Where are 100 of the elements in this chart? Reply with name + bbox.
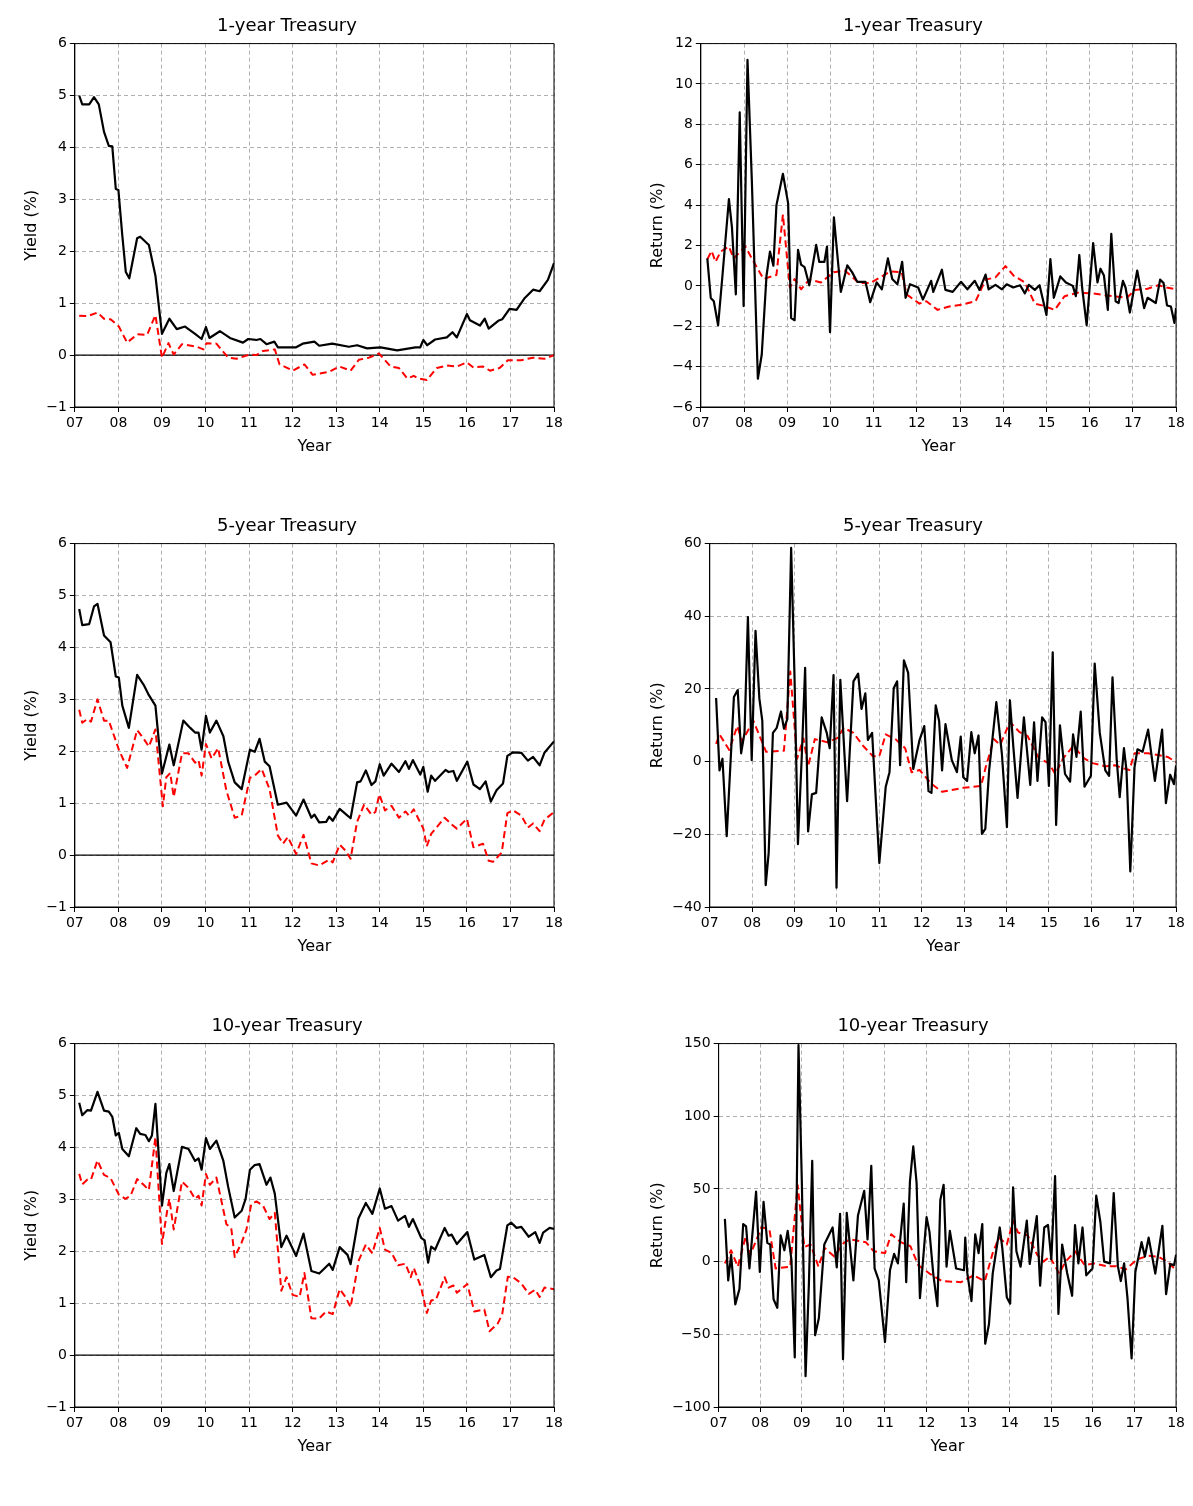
chart-title: 10-year Treasury (837, 1014, 989, 1036)
y-tick-label: 4 (683, 195, 693, 212)
chart-title: 1-year Treasury (843, 14, 984, 36)
y-tick-label: 1 (57, 1293, 67, 1310)
x-tick-label: 16 (457, 1414, 476, 1431)
x-tick-label: 09 (792, 1414, 811, 1431)
y-tick-label: 0 (57, 845, 67, 862)
y-tick-label: 8 (683, 115, 693, 131)
y-tick-label: 5 (57, 86, 67, 103)
y-tick-label: 0 (57, 345, 67, 362)
y-tick-label: 12 (675, 34, 693, 51)
y-tick-label: 4 (57, 1138, 67, 1155)
x-tick-label: 18 (545, 1414, 563, 1431)
y-axis-title: Yield (%) (20, 689, 40, 762)
y-tick-label: 6 (57, 34, 67, 51)
x-tick-label: 17 (1125, 1414, 1144, 1431)
x-tick-label: 10 (196, 1414, 215, 1431)
x-tick-label: 18 (545, 914, 563, 931)
x-tick-label: 15 (1042, 1414, 1061, 1431)
x-axis-title: Year (920, 435, 956, 455)
y-tick-label: 20 (683, 679, 702, 696)
x-tick-label: 12 (283, 1414, 302, 1431)
x-tick-label: 08 (735, 414, 753, 431)
y-tick-label: 2 (57, 741, 67, 758)
y-tick-label: 10 (675, 74, 693, 91)
y-axis-title: Return (%) (646, 1182, 666, 1269)
y-tick-label: −6 (672, 397, 693, 414)
y-tick-label: 150 (683, 1034, 711, 1051)
x-tick-label: 11 (870, 914, 889, 931)
y-tick-label: 2 (683, 236, 693, 253)
line-series (78, 311, 554, 382)
y-tick-label: 1 (57, 793, 67, 810)
x-tick-label: 18 (545, 414, 563, 431)
y-tick-label: −1 (46, 897, 67, 914)
x-tick-label: 17 (501, 1414, 520, 1431)
x-tick-label: 16 (1082, 914, 1101, 931)
x-tick-label: 13 (327, 414, 346, 431)
x-tick-label: 13 (327, 1414, 346, 1431)
y-axis-title: Return (%) (646, 182, 666, 269)
line-series (78, 1136, 554, 1333)
x-tick-label: 10 (196, 914, 215, 931)
y-tick-label: 3 (57, 689, 67, 706)
x-tick-label: 08 (109, 914, 128, 931)
x-tick-label: 11 (876, 1414, 894, 1431)
x-axis-title: Year (296, 1435, 332, 1455)
line-series (78, 698, 554, 867)
y-tick-label: 5 (57, 1086, 67, 1103)
x-tick-label: 12 (912, 914, 931, 931)
y-tick-label: 4 (57, 638, 67, 655)
x-tick-label: 12 (283, 914, 302, 931)
x-tick-label: 07 (700, 914, 719, 931)
x-tick-label: 09 (153, 914, 171, 931)
x-tick-label: 15 (1039, 914, 1058, 931)
x-tick-label: 15 (1037, 414, 1056, 431)
x-tick-label: 13 (955, 914, 974, 931)
y-tick-label: 6 (683, 155, 693, 172)
y-tick-label: −40 (672, 897, 702, 914)
x-axis-title: Year (924, 935, 961, 955)
y-tick-label: −20 (672, 824, 702, 841)
x-tick-label: 11 (864, 414, 883, 431)
y-tick-label: 3 (57, 1189, 67, 1206)
x-tick-label: 09 (153, 414, 171, 431)
x-tick-label: 16 (1084, 1414, 1102, 1431)
x-tick-label: 18 (1167, 914, 1186, 931)
y-axis-title: Yield (%) (20, 1189, 40, 1262)
x-tick-label: 12 (917, 1414, 936, 1431)
y-axis-title: Yield (%) (20, 189, 40, 262)
x-tick-label: 09 (153, 1414, 171, 1431)
line-series (723, 1184, 1177, 1284)
y-tick-label: −50 (681, 1324, 711, 1341)
y-tick-label: 0 (57, 1345, 67, 1362)
x-tick-label: 08 (751, 1414, 770, 1431)
x-tick-label: 14 (370, 914, 389, 931)
y-axis-title: Return (%) (646, 682, 666, 769)
y-tick-label: 3 (57, 189, 67, 206)
x-tick-label: 18 (1167, 414, 1186, 431)
x-tick-label: 15 (414, 414, 433, 431)
chart-title: 5-year Treasury (217, 514, 358, 536)
x-axis-title: Year (296, 435, 332, 455)
x-tick-label: 14 (370, 1414, 389, 1431)
x-tick-label: 17 (1124, 914, 1143, 931)
x-tick-label: 17 (1123, 414, 1142, 431)
y-tick-label: −1 (46, 1397, 67, 1414)
y-tick-label: 5 (57, 586, 67, 603)
x-tick-label: 16 (457, 414, 476, 431)
y-tick-label: 4 (57, 138, 67, 155)
x-tick-label: 11 (240, 914, 258, 931)
y-tick-label: −100 (672, 1397, 711, 1414)
x-axis-title: Year (296, 935, 332, 955)
x-tick-label: 16 (1080, 414, 1099, 431)
x-tick-label: 08 (109, 414, 128, 431)
chart-title: 5-year Treasury (843, 514, 984, 536)
x-tick-label: 14 (994, 414, 1013, 431)
x-tick-label: 07 (65, 914, 84, 931)
x-tick-label: 10 (821, 414, 840, 431)
x-tick-label: 07 (691, 414, 710, 431)
chart-title: 10-year Treasury (211, 1014, 363, 1036)
x-tick-label: 08 (109, 1414, 128, 1431)
x-tick-label: 18 (1167, 1414, 1186, 1431)
y-tick-label: 40 (683, 606, 702, 623)
